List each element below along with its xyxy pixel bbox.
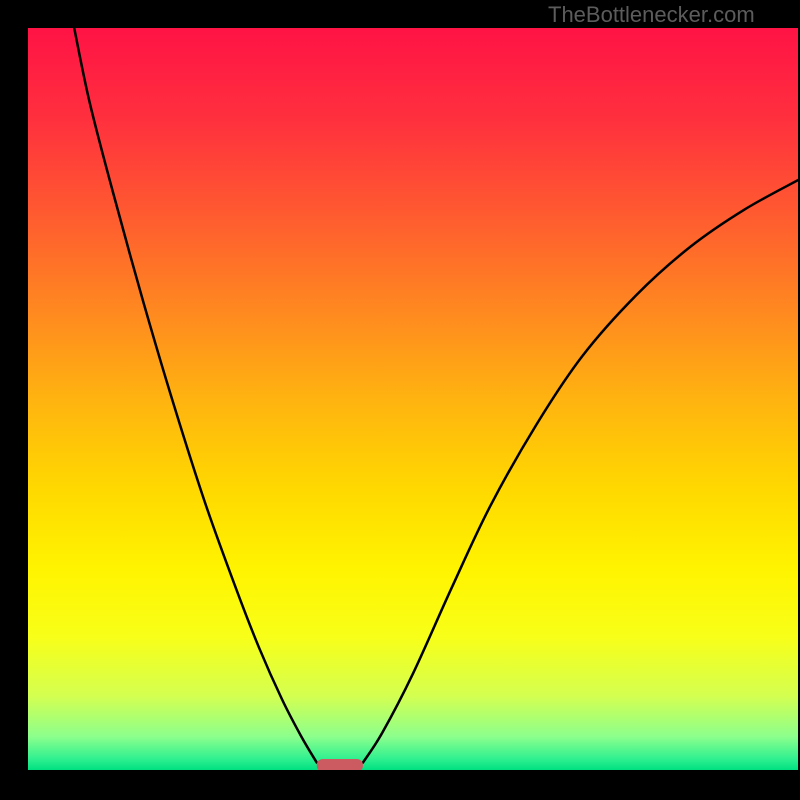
chart-container: TheBottlenecker.com <box>0 0 800 800</box>
watermark-text: TheBottlenecker.com <box>548 2 755 28</box>
curve-layer <box>28 28 798 770</box>
bottleneck-curve <box>74 28 798 763</box>
plot-area <box>28 28 798 770</box>
trough-marker <box>317 759 363 770</box>
